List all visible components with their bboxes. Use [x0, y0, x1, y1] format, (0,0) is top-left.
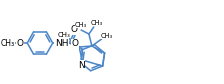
Text: NH: NH: [55, 38, 68, 47]
Text: N: N: [78, 60, 84, 69]
Text: CH₃: CH₃: [58, 32, 71, 38]
Text: O: O: [16, 38, 24, 47]
Text: CH₃: CH₃: [101, 33, 113, 39]
Text: O: O: [72, 39, 79, 48]
Text: CH₃: CH₃: [91, 20, 103, 26]
Text: CH₃: CH₃: [75, 22, 87, 28]
Text: CH₃: CH₃: [1, 38, 15, 47]
Text: O: O: [71, 25, 78, 35]
